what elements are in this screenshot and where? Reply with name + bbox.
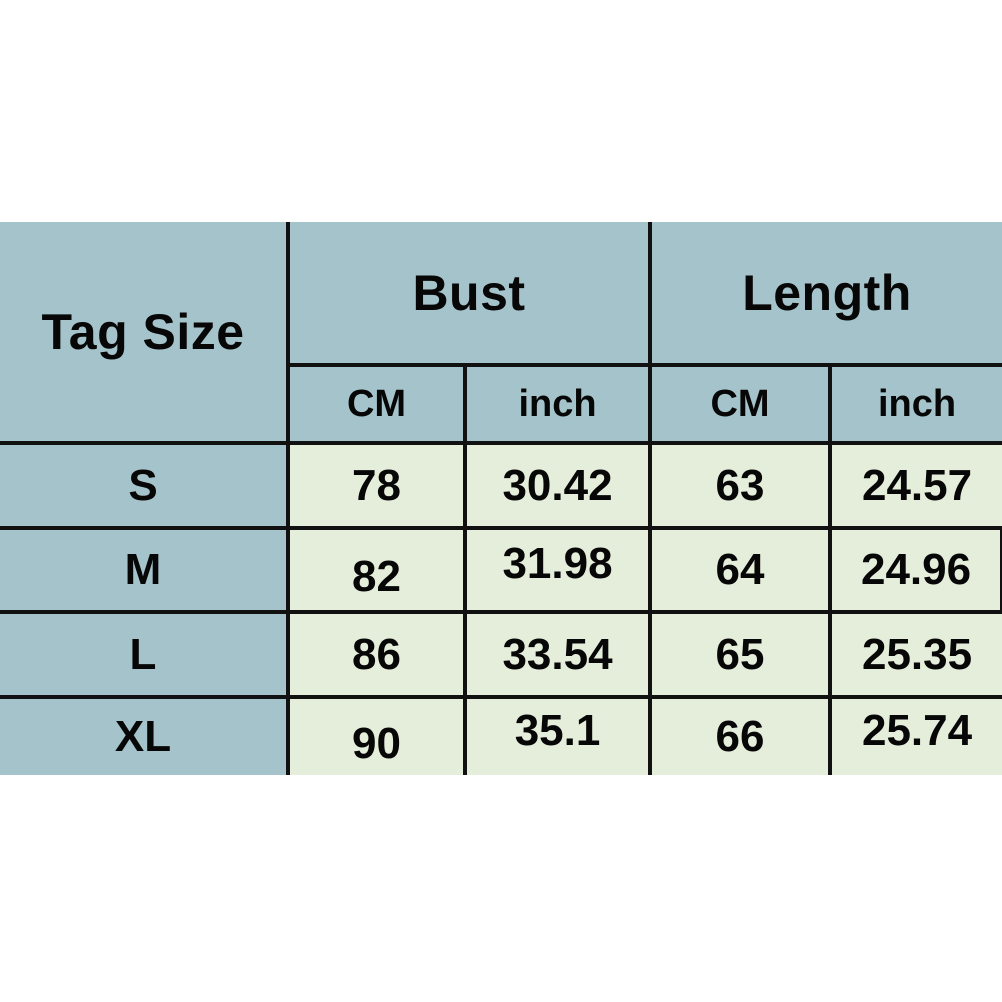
size-chart-table: Tag Size Bust Length CM inch CM inch S 7… bbox=[0, 222, 1002, 775]
value-cell-length-cm: 65 bbox=[648, 610, 833, 699]
table-row: L 86 33.54 65 25.35 bbox=[0, 610, 1002, 699]
value-cell-bust-inch: 33.54 bbox=[462, 610, 653, 699]
value-cell-length-cm: 64 bbox=[648, 526, 833, 614]
table-row: S 78 30.42 63 24.57 bbox=[0, 441, 1002, 530]
unit-cell-bust-inch: inch bbox=[462, 363, 653, 445]
unit-cell-bust-cm: CM bbox=[286, 363, 467, 445]
size-label-cell: S bbox=[0, 441, 290, 530]
value-cell-bust-inch: 30.42 bbox=[462, 441, 653, 530]
value-cell-bust-cm: 90 bbox=[286, 695, 467, 775]
size-label-cell: M bbox=[0, 526, 290, 614]
value-cell-bust-cm: 82 bbox=[286, 526, 467, 614]
header-cell-tag-size: Tag Size bbox=[0, 222, 290, 445]
value-cell-length-inch: 24.96 bbox=[828, 526, 1002, 614]
unit-cell-length-inch: inch bbox=[828, 363, 1002, 445]
size-label-cell: XL bbox=[0, 695, 290, 775]
value-cell-length-inch: 25.35 bbox=[828, 610, 1002, 699]
value-cell-bust-cm: 86 bbox=[286, 610, 467, 699]
value-cell-bust-inch: 35.1 bbox=[462, 695, 653, 775]
value-cell-bust-inch: 31.98 bbox=[462, 526, 653, 614]
value-cell-length-cm: 66 bbox=[648, 695, 833, 775]
header-cell-length: Length bbox=[648, 222, 1002, 367]
value-cell-length-cm: 63 bbox=[648, 441, 833, 530]
value-cell-bust-cm: 78 bbox=[286, 441, 467, 530]
table-row: XL 90 35.1 66 25.74 bbox=[0, 695, 1002, 775]
unit-cell-length-cm: CM bbox=[648, 363, 833, 445]
value-cell-length-inch: 24.57 bbox=[828, 441, 1002, 530]
value-cell-length-inch: 25.74 bbox=[828, 695, 1002, 775]
header-cell-bust: Bust bbox=[285, 222, 653, 367]
table-row: M 82 31.98 64 24.96 bbox=[0, 526, 1002, 614]
size-label-cell: L bbox=[0, 610, 290, 699]
